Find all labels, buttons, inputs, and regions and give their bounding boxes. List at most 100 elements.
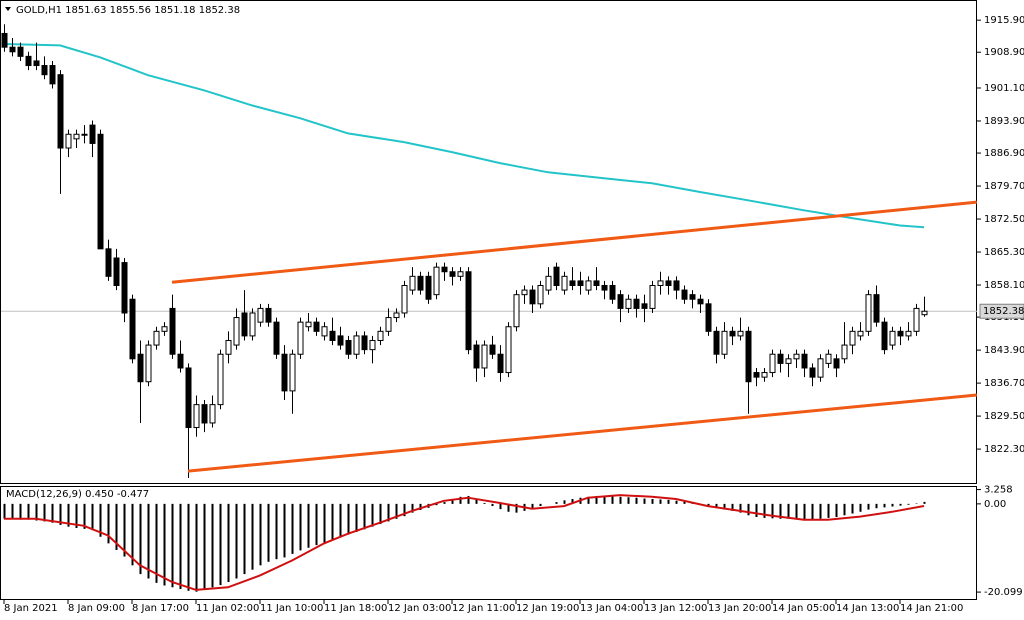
- x-tick-label: 8 Jan 09:00: [68, 603, 125, 614]
- candle-body: [201, 404, 208, 424]
- candle-body: [281, 353, 288, 392]
- candle-body: [393, 312, 400, 319]
- candle-body: [913, 307, 920, 332]
- candle-body: [665, 280, 672, 286]
- candle-body: [65, 133, 72, 149]
- candle-body: [337, 335, 344, 346]
- x-tick-label: 8 Jan 2021: [4, 603, 58, 614]
- candle-body: [457, 271, 464, 277]
- candle-body: [105, 248, 112, 277]
- candle-body: [249, 312, 256, 337]
- candle-body: [73, 133, 80, 140]
- candle-body: [513, 294, 520, 328]
- candle-body: [697, 298, 704, 305]
- y-tick-label: 1908.90: [984, 47, 1024, 58]
- candle-body: [505, 326, 512, 374]
- candle-body: [705, 303, 712, 332]
- candle-body: [553, 266, 560, 286]
- candle-body: [137, 353, 144, 383]
- candle-body: [17, 46, 24, 57]
- candle-body: [641, 303, 648, 309]
- y-tick-label: 1829.50: [984, 411, 1024, 422]
- y-tick-label: 1879.70: [984, 181, 1024, 192]
- candle-body: [817, 358, 824, 378]
- candle-body: [313, 321, 320, 332]
- moving-average: [3, 43, 925, 229]
- candle-body: [521, 289, 528, 296]
- candle-body: [89, 124, 96, 144]
- candle-body: [633, 298, 640, 309]
- trendline: [187, 393, 977, 473]
- trendline: [171, 200, 977, 284]
- candle-body: [305, 321, 312, 328]
- candle-body: [81, 133, 88, 136]
- candle-body: [417, 275, 424, 291]
- candle-body: [585, 280, 592, 291]
- x-tick-label: 12 Jan 19:00: [516, 603, 579, 614]
- candle-body: [833, 358, 840, 369]
- candle-body: [809, 367, 816, 378]
- candle-body: [441, 266, 448, 273]
- candle-body: [353, 335, 360, 355]
- y-tick-label: 1843.90: [984, 345, 1024, 356]
- candle-body: [97, 133, 104, 250]
- macd-title: MACD(12,26,9) 0.450 -0.477: [6, 489, 149, 500]
- candle-body: [537, 284, 544, 305]
- candle-body: [769, 353, 776, 374]
- x-tick-label: 13 Jan 20:00: [708, 603, 771, 614]
- x-tick-label: 14 Jan 13:00: [836, 603, 899, 614]
- x-tick-label: 13 Jan 04:00: [580, 603, 643, 614]
- candle-body: [401, 284, 408, 314]
- menu-arrow[interactable]: [5, 7, 11, 11]
- candle-body: [865, 294, 872, 332]
- candle-body: [1, 32, 8, 48]
- candle-body: [473, 344, 480, 369]
- candle-body: [177, 353, 184, 369]
- candle-body: [673, 280, 680, 291]
- price-panel: [0, 0, 977, 484]
- candle-body: [345, 339, 352, 355]
- candle-body: [465, 271, 472, 351]
- candle-body: [745, 330, 752, 383]
- candle-body: [857, 330, 864, 337]
- y-tick-label: 1836.70: [984, 378, 1024, 389]
- candle-body: [193, 404, 200, 429]
- x-tick-label: 14 Jan 05:00: [772, 603, 835, 614]
- signal-line: [4, 494, 925, 591]
- y-tick-label: 0.00: [984, 499, 1006, 510]
- candle-body: [753, 372, 760, 378]
- candle-body: [233, 317, 240, 346]
- candle-body: [761, 372, 768, 378]
- candle-body: [545, 275, 552, 291]
- candle-body: [153, 330, 160, 346]
- candle-body: [561, 275, 568, 291]
- x-tick-label: 11 Jan 10:00: [260, 603, 323, 614]
- x-tick-label: 11 Jan 18:00: [324, 603, 387, 614]
- candle-body: [721, 330, 728, 355]
- candle-body: [729, 330, 736, 337]
- candle-body: [793, 353, 800, 360]
- candle-body: [737, 330, 744, 337]
- x-tick-label: 12 Jan 11:00: [452, 603, 515, 614]
- candle-body: [209, 404, 216, 424]
- candle-body: [377, 330, 384, 341]
- candle-body: [185, 367, 192, 429]
- candle-body: [265, 307, 272, 323]
- candle-body: [433, 266, 440, 296]
- macd-panel: [0, 486, 977, 600]
- candle-body: [873, 294, 880, 323]
- y-tick-label: 1872.50: [984, 214, 1024, 225]
- candle-body: [569, 280, 576, 286]
- candle-body: [257, 307, 264, 323]
- candle-body: [145, 344, 152, 383]
- y-tick-label: 1865.30: [984, 247, 1024, 258]
- candle-body: [481, 344, 488, 369]
- candle-body: [169, 307, 176, 355]
- x-tick-label: 14 Jan 21:00: [900, 603, 963, 614]
- candle-body: [9, 46, 16, 53]
- candle-body: [289, 353, 296, 392]
- candle-body: [33, 60, 40, 67]
- y-tick-label: 1915.90: [984, 15, 1024, 26]
- plot-area: [1, 24, 977, 478]
